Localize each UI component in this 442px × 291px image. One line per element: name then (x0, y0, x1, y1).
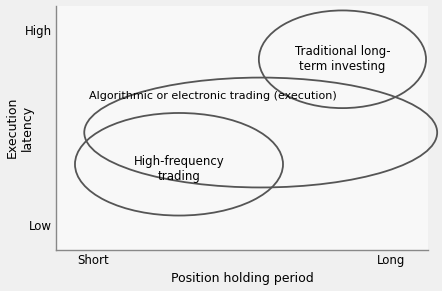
X-axis label: Position holding period: Position holding period (171, 272, 313, 285)
Text: Algorithmic or electronic trading (execution): Algorithmic or electronic trading (execu… (88, 91, 336, 101)
Text: Traditional long-
term investing: Traditional long- term investing (295, 45, 390, 73)
Text: High-frequency
trading: High-frequency trading (133, 155, 225, 183)
Y-axis label: Execution
latency: Execution latency (6, 97, 34, 158)
